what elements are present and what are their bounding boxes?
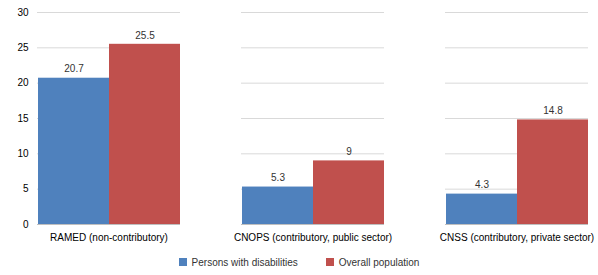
svg-text:20.7: 20.7	[64, 63, 84, 74]
svg-text:9: 9	[346, 146, 352, 157]
svg-text:25: 25	[17, 42, 29, 53]
svg-text:14.8: 14.8	[543, 105, 563, 116]
svg-text:10: 10	[17, 148, 29, 159]
svg-text:4.3: 4.3	[475, 179, 489, 190]
svg-text:5.3: 5.3	[271, 172, 285, 183]
svg-text:RAMED (non-contributory): RAMED (non-contributory)	[50, 232, 168, 243]
html-text:Overall population: Overall population	[338, 256, 420, 268]
svg-text:20: 20	[17, 77, 29, 88]
html-text:Persons with disabilities: Persons with disabilities	[191, 256, 298, 268]
svg-text:25.5: 25.5	[135, 30, 155, 41]
svg-text:CNOPS (contributory, public se: CNOPS (contributory, public sector)	[234, 232, 392, 243]
svg-text:5: 5	[23, 183, 29, 194]
svg-text:30: 30	[17, 7, 29, 18]
svg-text:CNSS (contributory, private se: CNSS (contributory, private sector)	[440, 232, 594, 243]
svg-text:0: 0	[23, 219, 29, 230]
svg-text:15: 15	[17, 113, 29, 124]
